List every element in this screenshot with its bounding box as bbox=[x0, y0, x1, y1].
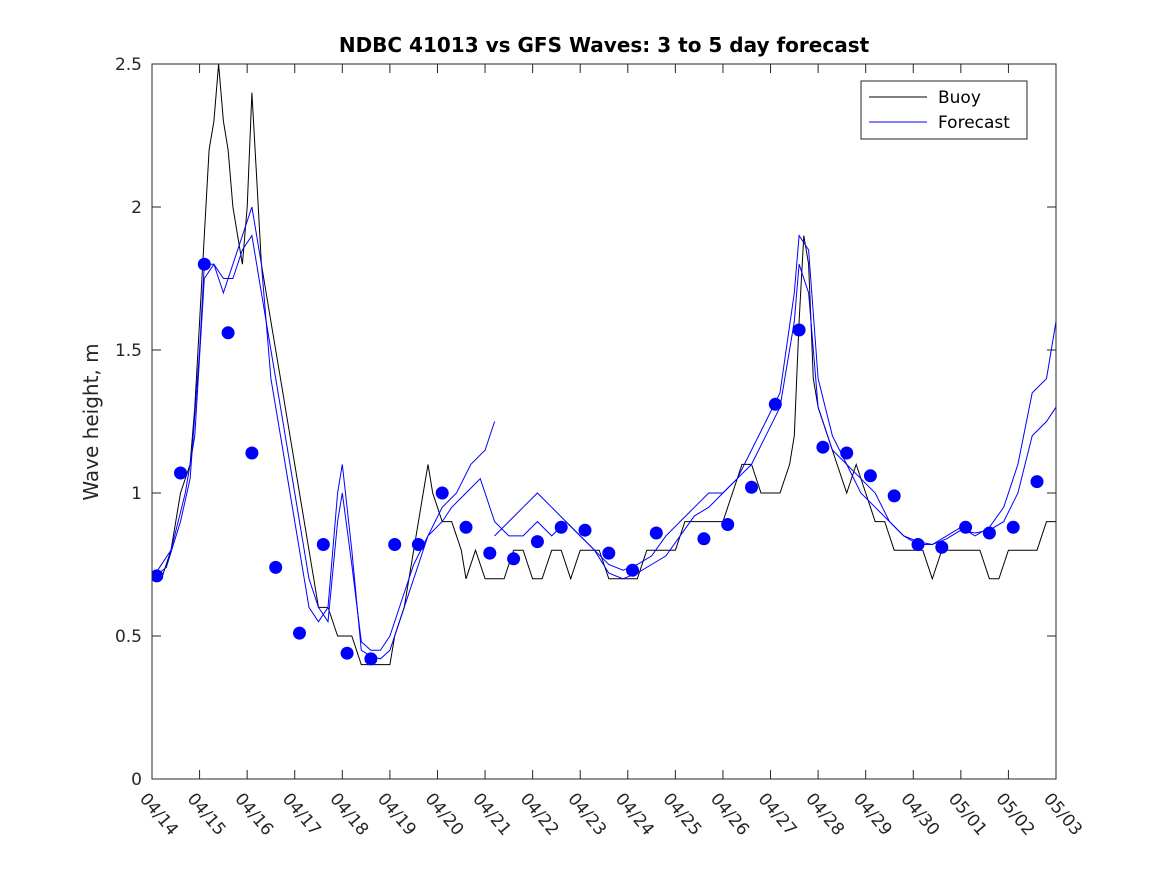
legend-forecast-label: Forecast bbox=[938, 113, 1010, 133]
plot-area bbox=[152, 64, 1056, 666]
forecast-marker-point bbox=[840, 446, 854, 460]
forecast-marker-point bbox=[245, 446, 259, 460]
forecast-marker-point bbox=[887, 489, 901, 503]
x-tick-label: 04/30 bbox=[896, 789, 943, 839]
forecast-series-line-2 bbox=[152, 234, 496, 651]
forecast-marker-point bbox=[554, 520, 568, 534]
x-tick-label: 04/14 bbox=[135, 789, 182, 839]
axes-box bbox=[151, 63, 1057, 780]
forecast-marker-point bbox=[435, 486, 449, 500]
y-axis-label: Wave height, m bbox=[79, 343, 103, 500]
x-tick-label: 04/29 bbox=[849, 789, 896, 839]
forecast-marker-point bbox=[816, 440, 830, 454]
x-tick-label: 04/19 bbox=[373, 789, 420, 839]
y-tick-label: 2 bbox=[131, 198, 142, 218]
forecast-marker-point bbox=[197, 257, 211, 271]
forecast-marker-point bbox=[578, 523, 592, 537]
forecast-marker-point bbox=[507, 552, 521, 566]
x-tick-label: 04/17 bbox=[278, 789, 325, 839]
x-tick-label: 04/24 bbox=[611, 789, 658, 839]
forecast-marker-point bbox=[388, 538, 402, 551]
forecast-marker-point bbox=[411, 538, 425, 551]
plot-axes: 00.511.522.504/14 04/15 04/16 04/17 04/18 04/… bbox=[115, 55, 1086, 840]
x-tick-label: 04/23 bbox=[563, 789, 610, 839]
forecast-marker-point bbox=[768, 397, 782, 411]
forecast-marker-point bbox=[364, 652, 378, 666]
x-tick-label: 05/03 bbox=[1039, 789, 1086, 839]
forecast-marker-point bbox=[626, 563, 639, 577]
x-tick-label: 04/27 bbox=[754, 789, 801, 839]
legend: Buoy Forecast bbox=[860, 80, 1028, 140]
x-tick-label: 04/25 bbox=[659, 789, 706, 839]
legend-buoy-label: Buoy bbox=[938, 88, 981, 108]
forecast-marker-point bbox=[316, 538, 330, 551]
forecast-series-line-1 bbox=[152, 206, 1056, 660]
y-tick-label: 1.5 bbox=[115, 341, 142, 361]
forecast-marker-point bbox=[792, 323, 806, 337]
forecast-marker-point bbox=[697, 532, 711, 546]
legend-box bbox=[860, 80, 1028, 140]
forecast-marker-point bbox=[530, 535, 544, 549]
x-tick-label: 04/26 bbox=[706, 789, 753, 839]
x-tick-label: 04/21 bbox=[468, 789, 515, 839]
forecast-marker-point bbox=[152, 569, 164, 583]
forecast-marker-point bbox=[721, 518, 735, 531]
forecast-marker-point bbox=[459, 520, 473, 534]
forecast-marker-point bbox=[602, 546, 616, 560]
forecast-marker-point bbox=[649, 526, 663, 540]
forecast-marker-point bbox=[1006, 520, 1020, 534]
forecast-marker-point bbox=[293, 626, 306, 640]
x-tick-label: 05/02 bbox=[992, 789, 1039, 839]
y-tick-label: 2.5 bbox=[115, 55, 142, 75]
forecast-marker-point bbox=[221, 326, 235, 340]
forecast-marker-point bbox=[1030, 475, 1044, 489]
forecast-marker-point bbox=[959, 520, 973, 534]
forecast-marker-point bbox=[174, 466, 187, 480]
plot-data bbox=[152, 64, 1056, 666]
chart-title: NDBC 41013 vs GFS Waves: 3 to 5 day fore… bbox=[339, 33, 870, 57]
forecast-marker-point bbox=[935, 540, 949, 554]
x-tick-label: 04/16 bbox=[230, 789, 277, 839]
forecast-marker-point bbox=[911, 538, 925, 551]
y-tick-label: 0.5 bbox=[115, 627, 142, 647]
forecast-marker-point bbox=[269, 560, 283, 574]
buoy-series-line bbox=[152, 64, 1056, 666]
x-tick-label: 04/28 bbox=[801, 789, 848, 839]
forecast-marker-point bbox=[863, 469, 877, 483]
y-tick-label: 1 bbox=[131, 484, 142, 504]
forecast-marker-point bbox=[982, 526, 996, 540]
x-tick-label: 05/01 bbox=[944, 789, 991, 839]
forecast-marker-point bbox=[340, 646, 354, 660]
y-tick-label: 0 bbox=[131, 770, 142, 790]
x-tick-label: 04/22 bbox=[516, 789, 563, 839]
forecast-marker-point bbox=[745, 480, 758, 494]
x-tick-label: 04/20 bbox=[421, 789, 468, 839]
x-tick-label: 04/15 bbox=[183, 789, 230, 839]
forecast-marker-point bbox=[483, 546, 497, 560]
x-tick-label: 04/18 bbox=[325, 789, 372, 839]
